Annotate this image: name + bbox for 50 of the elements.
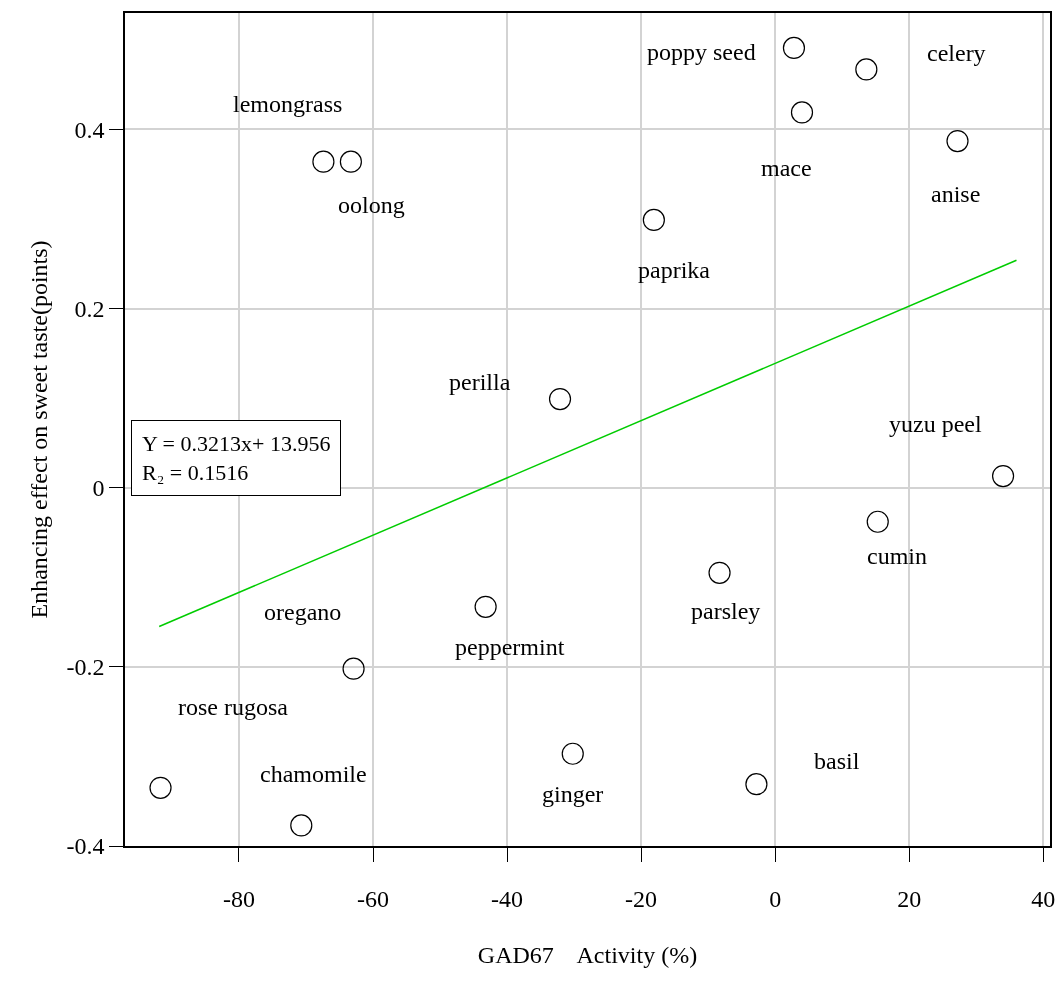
y-tick-label: 0 xyxy=(92,475,105,502)
annotation: parsley xyxy=(691,598,761,624)
annotation: perilla xyxy=(449,369,511,395)
point xyxy=(561,742,584,765)
point xyxy=(290,814,313,837)
x-tick-label: -80 xyxy=(222,885,255,912)
y-tick-label: -0.2 xyxy=(66,654,105,681)
y-tick-label: 0.4 xyxy=(74,116,105,143)
annotation: peppermint xyxy=(455,634,565,660)
point xyxy=(790,101,814,124)
annotation: lemongrass xyxy=(233,91,343,117)
annotation: celery xyxy=(927,40,986,66)
x-tick-label: 0 xyxy=(769,885,782,912)
point xyxy=(708,561,731,584)
annotation: oolong xyxy=(338,192,405,218)
annotation: mace xyxy=(761,155,812,181)
annotation: ginger xyxy=(542,781,604,807)
point xyxy=(866,510,889,533)
point xyxy=(782,36,806,60)
point xyxy=(745,773,768,796)
annotation: chamomile xyxy=(260,761,367,787)
x-tick-label: -60 xyxy=(357,885,390,912)
annotation: yuzu peel xyxy=(889,411,982,437)
annotation: rose rugosa xyxy=(178,694,289,720)
annotation: R₂ = 0.1516 xyxy=(142,459,249,485)
annotation: anise xyxy=(931,181,981,207)
point xyxy=(339,150,362,173)
y-axis-title: Enhancing effect on sweet taste(points) xyxy=(26,240,53,619)
y-tick-label: -0.4 xyxy=(66,833,105,860)
point xyxy=(855,58,878,81)
point xyxy=(991,464,1015,488)
point xyxy=(312,150,335,173)
y-tick-label: 0.2 xyxy=(74,295,105,322)
annotation: cumin xyxy=(867,543,927,569)
point xyxy=(548,387,572,411)
point xyxy=(642,208,665,231)
x-tick-label: 40 xyxy=(1031,885,1056,912)
annotation: Y = 0.3213x+ 13.956 xyxy=(142,431,331,456)
point xyxy=(946,129,969,153)
x-tick-label: 20 xyxy=(897,885,922,912)
x-tick-label: -40 xyxy=(491,885,524,912)
annotation: basil xyxy=(814,748,860,774)
point xyxy=(474,595,497,618)
point xyxy=(149,776,172,799)
x-axis-title: GAD67 Activity (%) xyxy=(477,942,698,969)
point xyxy=(342,657,365,680)
annotation: oregano xyxy=(264,599,342,625)
annotation: poppy seed xyxy=(647,39,756,65)
annotation: paprika xyxy=(638,257,711,283)
x-tick-label: -20 xyxy=(625,885,658,912)
